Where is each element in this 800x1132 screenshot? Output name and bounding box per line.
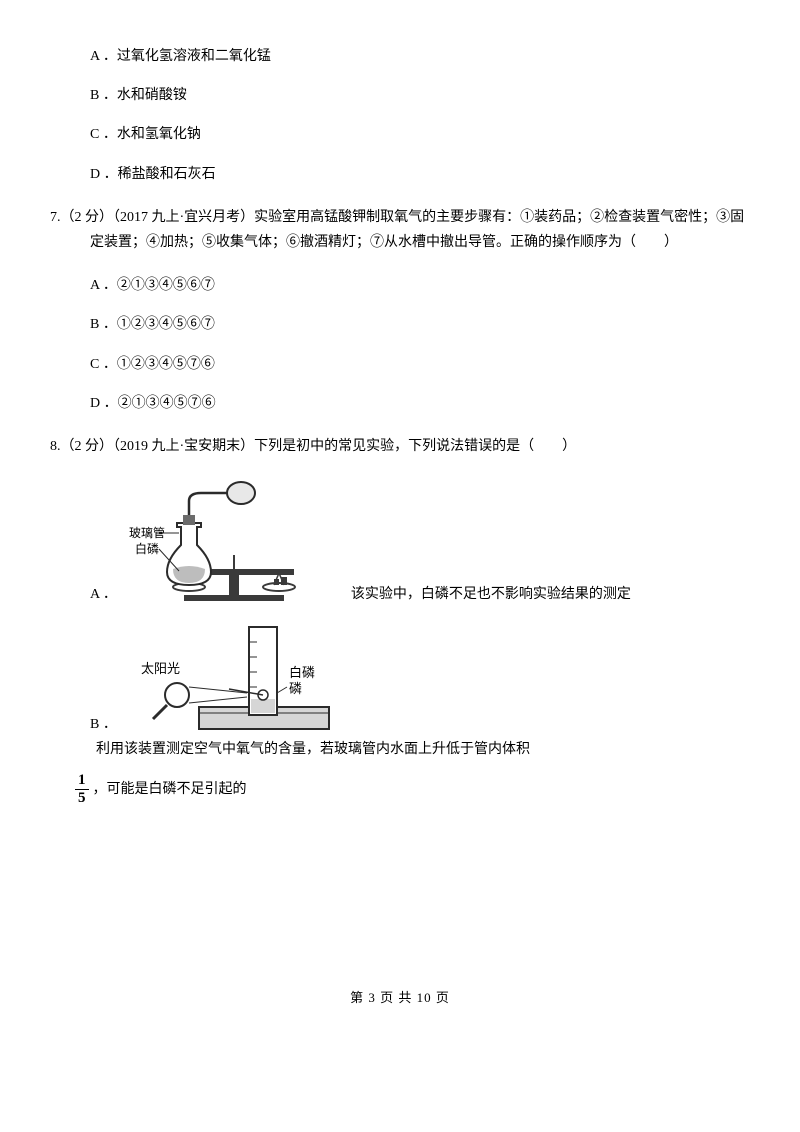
label-sunlight: 太阳光 <box>141 661 180 676</box>
q6-option-c: C ．水和氢氧化钠 <box>90 122 750 147</box>
q7-stem: 7.（2 分）（2017 九上·宜兴月考）实验室用高锰酸钾制取氧气的主要步骤有：… <box>90 205 750 255</box>
label-glass-tube: 玻璃管 <box>129 525 165 540</box>
fraction-numerator: 1 <box>75 772 89 790</box>
q8-option-a-label: A ． <box>90 582 117 607</box>
page-footer: 第 3 页 共 10 页 <box>50 986 750 1009</box>
q6-option-a: A ．过氧化氢溶液和二氧化锰 <box>90 44 750 69</box>
q8-option-a: A ． <box>90 477 750 607</box>
q8-option-a-text: 该实验中，白磷不足也不影响实验结果的测定 <box>351 582 631 607</box>
q8-stem: 8.（2 分）（2019 九上·宝安期末）下列是初中的常见实验，下列说法错误的是… <box>90 434 750 459</box>
q7-option-c: C ．①②③④⑤⑦⑥ <box>90 352 750 377</box>
q6-option-d: D ．稀盐酸和石灰石 <box>90 162 750 187</box>
q8-option-b-tail-text: ，可能是白磷不足引起的 <box>93 777 247 802</box>
q8-option-b: B ． <box>90 617 750 762</box>
q7-option-a: A ．②①③④⑤⑥⑦ <box>90 273 750 298</box>
q6-option-b: B ．水和硝酸铵 <box>90 83 750 108</box>
svg-text:磷: 磷 <box>289 681 302 696</box>
sunlight-tube-diagram: 太阳光 白磷 磷 <box>129 617 359 737</box>
q8-option-b-tail: 1 5 ，可能是白磷不足引起的 <box>75 772 750 806</box>
q7-option-d: D ．②①③④⑤⑦⑥ <box>90 391 750 416</box>
q8-option-b-text: 利用该装置测定空气中氧气的含量，若玻璃管内水面上升低于管内体积 <box>96 737 530 762</box>
q8-option-b-label: B ． <box>90 712 117 737</box>
document-page: A ．过氧化氢溶液和二氧化锰 B ．水和硝酸铵 C ．水和氢氧化钠 D ．稀盐酸… <box>0 0 800 1050</box>
label-white-phosphorus-a: 白磷 <box>135 541 159 556</box>
fraction-denominator: 5 <box>75 790 89 807</box>
label-white-phosphorus-b: 白磷 <box>289 665 315 680</box>
fraction-one-fifth: 1 5 <box>75 772 89 806</box>
balance-flask-diagram: 玻璃管 白磷 <box>129 477 339 607</box>
q7-option-b: B ．①②③④⑤⑥⑦ <box>90 312 750 337</box>
